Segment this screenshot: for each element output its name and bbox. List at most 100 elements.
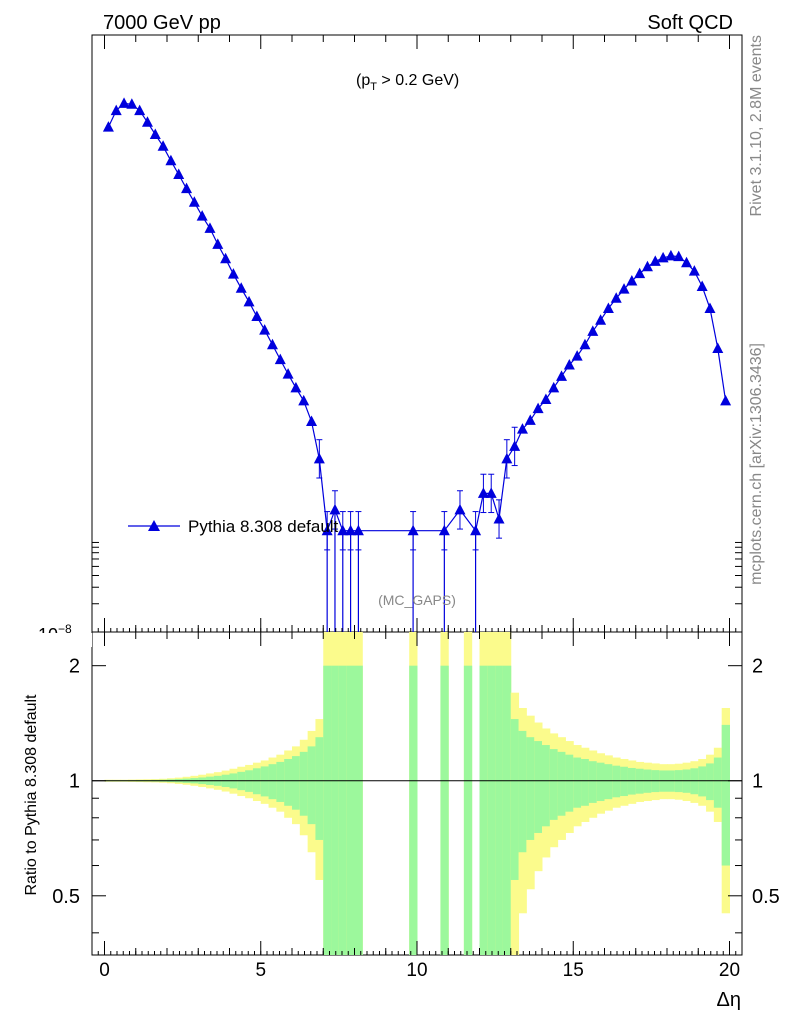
analysis-tag: (MC_GAPS) [378,592,456,608]
series-point [337,524,349,536]
y-tick-label-ratio: 0.5 [52,886,80,908]
band-inner-bin [713,757,723,808]
series-point [407,524,419,536]
band-inner-bin [276,761,285,802]
series-point [251,310,263,322]
series-point [181,182,193,194]
series-point [595,314,607,325]
series-pythia [102,97,732,632]
band-inner-bin [260,766,270,797]
y-tick-label-ratio-right: 0.5 [752,886,780,908]
series-point [649,255,661,266]
series-point [165,154,177,166]
band-inner-bin [299,751,309,816]
series-point [274,353,286,365]
band-inner-bin [604,764,613,800]
series-point [579,338,591,350]
band-inner-bin [315,737,324,840]
band-inner-bin [440,665,449,955]
series-point [243,295,255,307]
series-point [454,503,466,515]
x-tick-label: 10 [406,960,427,981]
band-inner-bin [526,737,535,840]
band-inner-bin [565,754,574,812]
series-point [634,267,646,279]
series-point [610,292,622,303]
band-inner-bin [463,665,473,955]
series-point [626,274,638,286]
pt-cut-annotation: (pT > 0.2 GeV) [356,72,459,93]
band-inner-bin [510,719,520,880]
series-point [681,256,693,268]
series-point [602,302,614,314]
band-inner-bin [268,764,277,800]
series-point [516,423,528,434]
band-inner-bin [612,765,621,798]
y-tick-label-ratio: 2 [69,656,80,678]
series-point [110,104,122,116]
x-tick-label: 5 [255,960,266,981]
series-point [493,513,505,524]
y-axis-title-ratio: Ratio to Pythia 8.308 default [23,694,40,896]
series-point [712,342,724,353]
series-point [329,503,341,515]
band-inner-bin [307,746,316,825]
band-inner-bin [331,665,340,955]
series-point [587,325,599,336]
band-inner-bin [323,665,332,955]
band-inner-bin [627,767,637,795]
series-point [438,524,450,536]
band-inner-bin [596,762,605,802]
x-tick-label: 20 [719,960,740,981]
series-point [266,338,278,350]
band-inner-bin [502,665,512,955]
series-point [524,414,536,425]
x-tick-label: 15 [563,960,584,981]
series-point [126,98,138,109]
series-point [313,452,325,464]
axes-ticks: 0 5 10 15 20 0.5 0.5 1 1 2 2 [52,35,780,981]
series-point [696,280,708,292]
series-point [501,452,513,464]
series-point [134,104,146,116]
series-point [556,370,568,381]
series-point [477,487,489,498]
series-point [665,249,677,261]
series-point [173,168,185,180]
band-inner-bin [573,757,582,808]
series-point [470,524,482,536]
series-point [532,402,544,414]
series-point [298,394,310,406]
series-point [345,524,357,536]
series-point [306,415,318,427]
band-inner-bin [698,766,707,797]
y-min-label-mask [30,633,92,647]
series-point [548,381,560,393]
series-point [157,140,169,151]
band-inner-bin [479,665,488,955]
series-point [352,524,364,536]
band-inner-bin [252,768,262,795]
series-point [704,302,716,314]
series-point [227,268,239,279]
legend-label: Pythia 8.308 default [188,517,339,536]
main-plot-frame [91,34,743,633]
series-point [688,265,700,276]
band-inner-bin [284,758,293,806]
band-inner-bin [518,730,527,853]
band-inner-bin [557,751,566,816]
series-point [540,393,552,405]
band-inner-bin [487,665,496,955]
ratio-bands [104,632,730,955]
band-inner-bin [534,741,543,833]
legend-triangle-marker [148,520,160,531]
band-inner-bin [581,758,590,806]
series-point [204,222,216,233]
series-point [485,487,497,498]
series-point [235,282,247,293]
y-tick-label-ratio-right: 1 [752,771,763,793]
y-tick-label-ratio: 1 [69,771,80,793]
y-tick-label-ratio-right: 2 [752,656,763,678]
series-point [196,210,208,221]
series-point [509,440,521,451]
